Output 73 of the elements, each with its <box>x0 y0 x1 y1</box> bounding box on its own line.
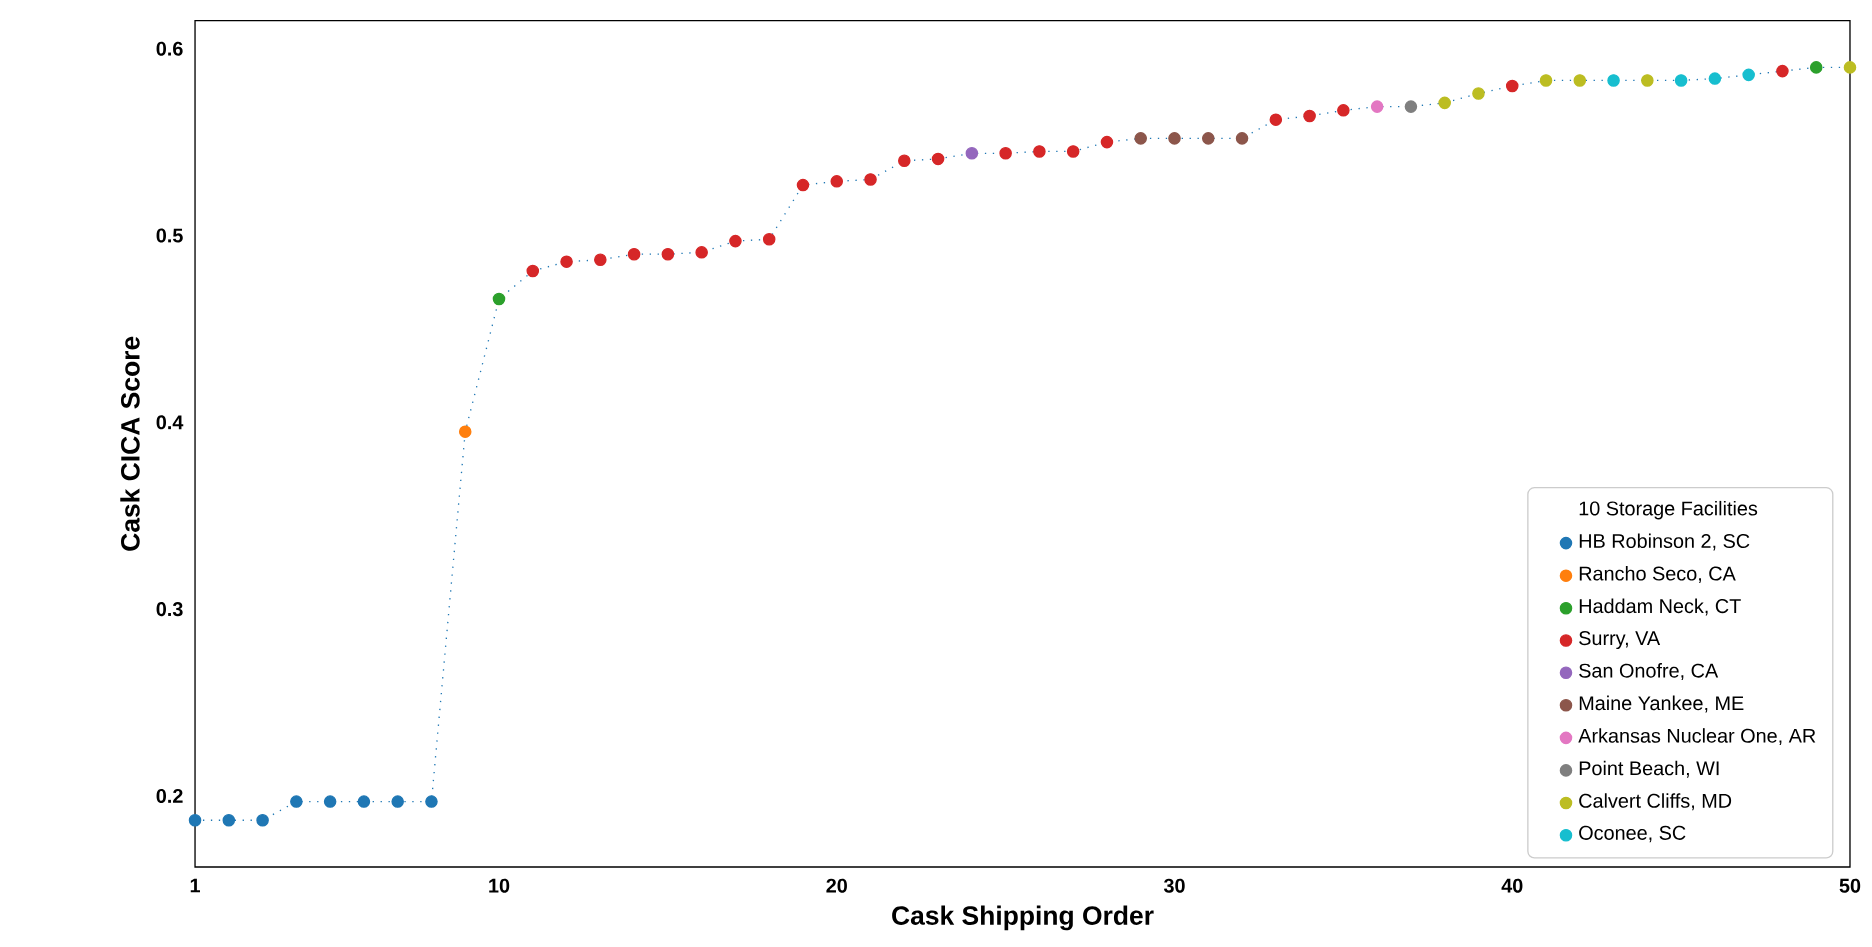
point <box>594 253 607 267</box>
point <box>898 154 911 168</box>
point <box>458 425 472 438</box>
y-tick-label: 0.4 <box>156 415 184 430</box>
point <box>965 147 979 160</box>
x-tick-label: 1 <box>190 878 200 893</box>
point <box>1776 64 1789 78</box>
y-axis-title: Cask CICA Score <box>120 336 140 551</box>
point <box>999 147 1012 160</box>
point <box>526 264 540 278</box>
point <box>1708 72 1722 85</box>
x-tick-label: 40 <box>1501 878 1523 893</box>
x-tick-label: 30 <box>1163 878 1185 893</box>
point <box>796 178 810 192</box>
point <box>1066 145 1080 158</box>
point <box>256 814 269 827</box>
point <box>762 233 776 246</box>
point <box>1303 109 1316 123</box>
point <box>1809 61 1823 74</box>
legend-label: Oconee, SC <box>1579 825 1686 843</box>
point <box>1100 135 1114 149</box>
point <box>222 814 236 827</box>
legend-label: Arkansas Nuclear One, AR <box>1578 728 1816 746</box>
point <box>425 795 438 808</box>
point <box>1235 132 1249 145</box>
legend-label: Maine Yankee, ME <box>1579 695 1744 713</box>
y-tick-label: 0.6 <box>156 41 183 56</box>
point <box>560 255 573 268</box>
point <box>864 173 877 186</box>
point <box>1370 100 1384 113</box>
y-tick-label: 0.2 <box>156 789 183 804</box>
point <box>1337 104 1350 117</box>
point <box>1607 74 1620 87</box>
x-axis-title: Cask Shipping Order <box>892 905 1154 931</box>
point <box>1641 74 1654 87</box>
point <box>1033 145 1046 158</box>
point <box>1201 132 1215 145</box>
point <box>391 795 404 808</box>
point <box>627 247 641 261</box>
point <box>1573 74 1587 87</box>
point <box>1134 132 1147 145</box>
point <box>1742 68 1755 82</box>
point <box>1505 79 1519 93</box>
point <box>290 795 303 808</box>
point <box>1168 132 1181 145</box>
point <box>357 795 371 808</box>
point <box>1674 74 1688 87</box>
y-tick-label: 0.5 <box>156 228 183 243</box>
point <box>729 234 742 248</box>
legend-label: Haddam Neck, CT <box>1579 598 1741 616</box>
point <box>830 175 844 188</box>
legend-label: Point Beach, WI <box>1579 760 1719 778</box>
legend-title: 10 Storage Facilities <box>1579 500 1758 520</box>
x-tick-label: 10 <box>489 878 510 893</box>
legend-label: Calvert Cliffs, MD <box>1579 793 1732 811</box>
x-tick-label: 20 <box>826 878 847 893</box>
point <box>931 152 945 166</box>
point <box>492 292 506 306</box>
point <box>661 247 675 261</box>
y-tick-label: 0.3 <box>156 602 183 617</box>
point <box>1539 74 1553 87</box>
point <box>1269 113 1283 127</box>
point <box>1438 96 1451 110</box>
point <box>323 795 337 808</box>
point <box>1404 100 1418 113</box>
point <box>695 246 708 259</box>
legend-label: HB Robinson 2, SC <box>1579 533 1750 551</box>
legend-label: Rancho Seco, CA <box>1579 566 1736 583</box>
point <box>1472 87 1485 100</box>
point <box>188 814 202 827</box>
legend-label: Surry, VA <box>1579 631 1661 650</box>
legend-label: San Onofre, CA <box>1579 663 1719 681</box>
x-tick-label: 50 <box>1839 878 1861 893</box>
